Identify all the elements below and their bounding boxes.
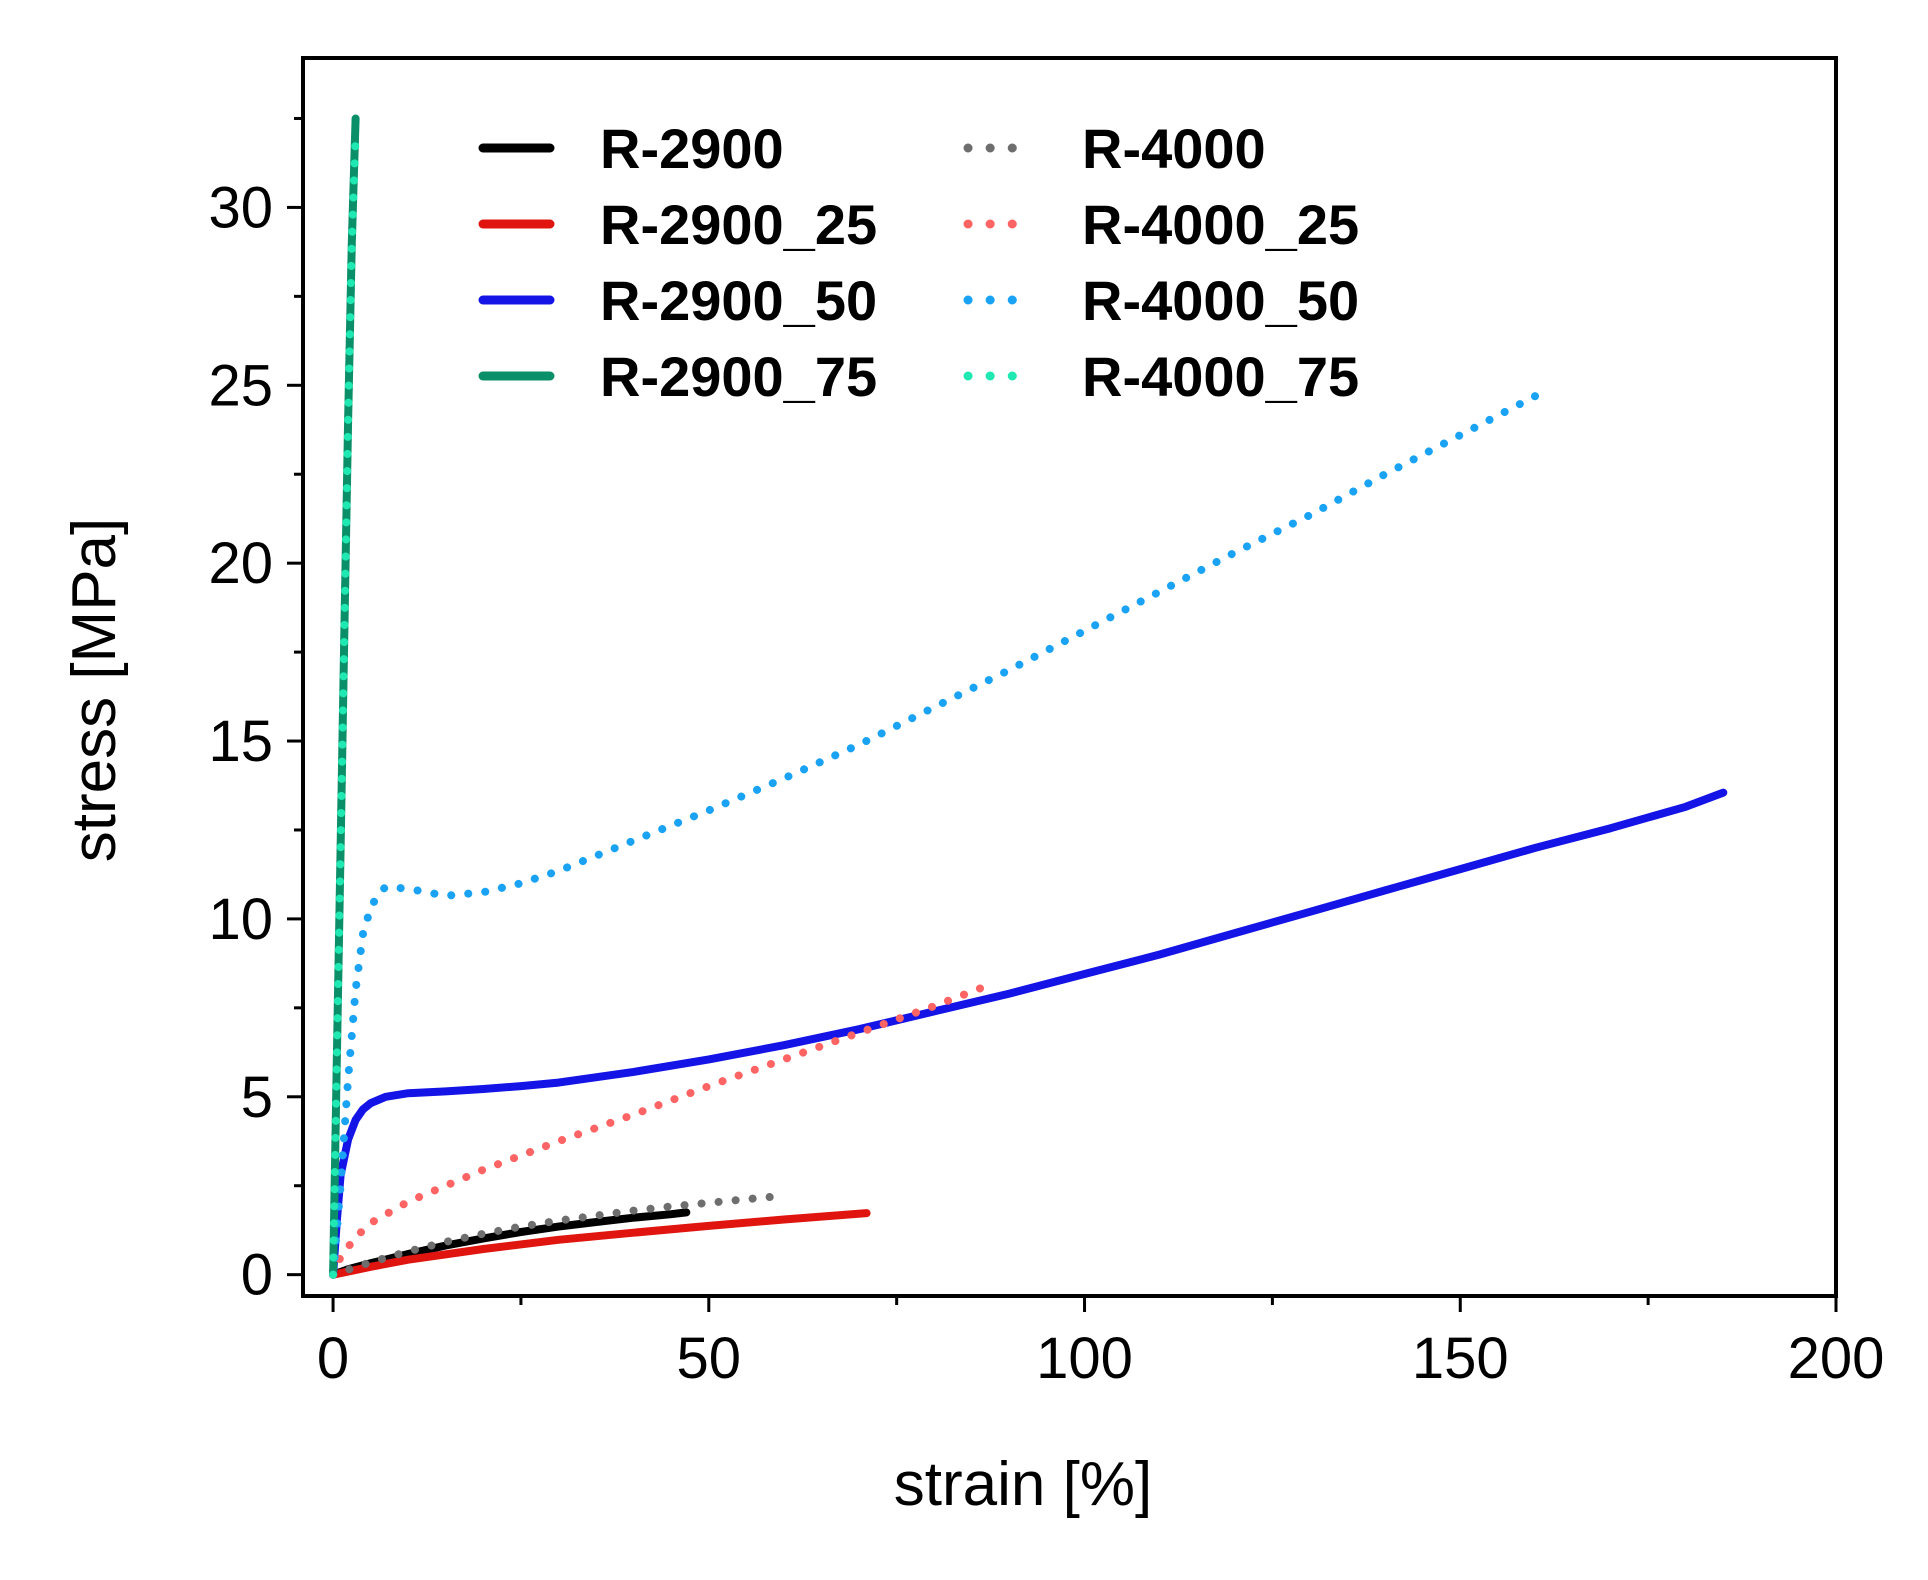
y-axis-title: stress [MPa]: [60, 518, 129, 863]
series-layer: [329, 114, 1728, 1279]
x-tick-label: 50: [677, 1326, 742, 1391]
legend: R-2900 R-2900_25 R-2900_50 R-2900_75 R-4000 R…: [478, 117, 1359, 408]
legend-label-r-4000: R-4000: [1082, 117, 1266, 180]
series-r-4000-25: [329, 978, 999, 1279]
y-tick-label: 0: [241, 1243, 273, 1308]
legend-label-r-4000-75: R-4000_75: [1082, 345, 1359, 408]
x-tick-label: 150: [1412, 1326, 1509, 1391]
legend-label-r-4000-25: R-4000_25: [1082, 193, 1359, 256]
y-tick-label: 30: [208, 175, 273, 240]
y-tick-label: 10: [208, 887, 273, 952]
x-axis-title: strain [%]: [894, 1450, 1152, 1519]
series-r-2900-50: [329, 788, 1728, 1279]
legend-label-r-2900: R-2900: [600, 117, 784, 180]
x-tick-label: 100: [1036, 1326, 1133, 1391]
series-r-2900-25: [329, 1209, 871, 1279]
plot-frame: [301, 56, 1838, 1298]
legend-label-r-2900-25: R-2900_25: [600, 193, 877, 256]
series-r-4000-50: [329, 392, 1540, 1279]
x-tick-label: 0: [317, 1326, 349, 1391]
legend-label-r-4000-50: R-4000_50: [1082, 269, 1359, 332]
x-tick-label: 200: [1788, 1326, 1885, 1391]
y-tick-label: 25: [208, 353, 273, 418]
series-r-2900-75: [329, 114, 360, 1279]
y-tick-label: 20: [208, 531, 273, 596]
legend-label-r-2900-75: R-2900_75: [600, 345, 877, 408]
y-tick-label: 5: [241, 1065, 273, 1130]
y-tick-label: 15: [208, 709, 273, 774]
legend-label-r-2900-50: R-2900_50: [600, 269, 877, 332]
tick-labels: 0 50 100 150 200 0 5 10 15 20 25 30: [208, 175, 1884, 1391]
